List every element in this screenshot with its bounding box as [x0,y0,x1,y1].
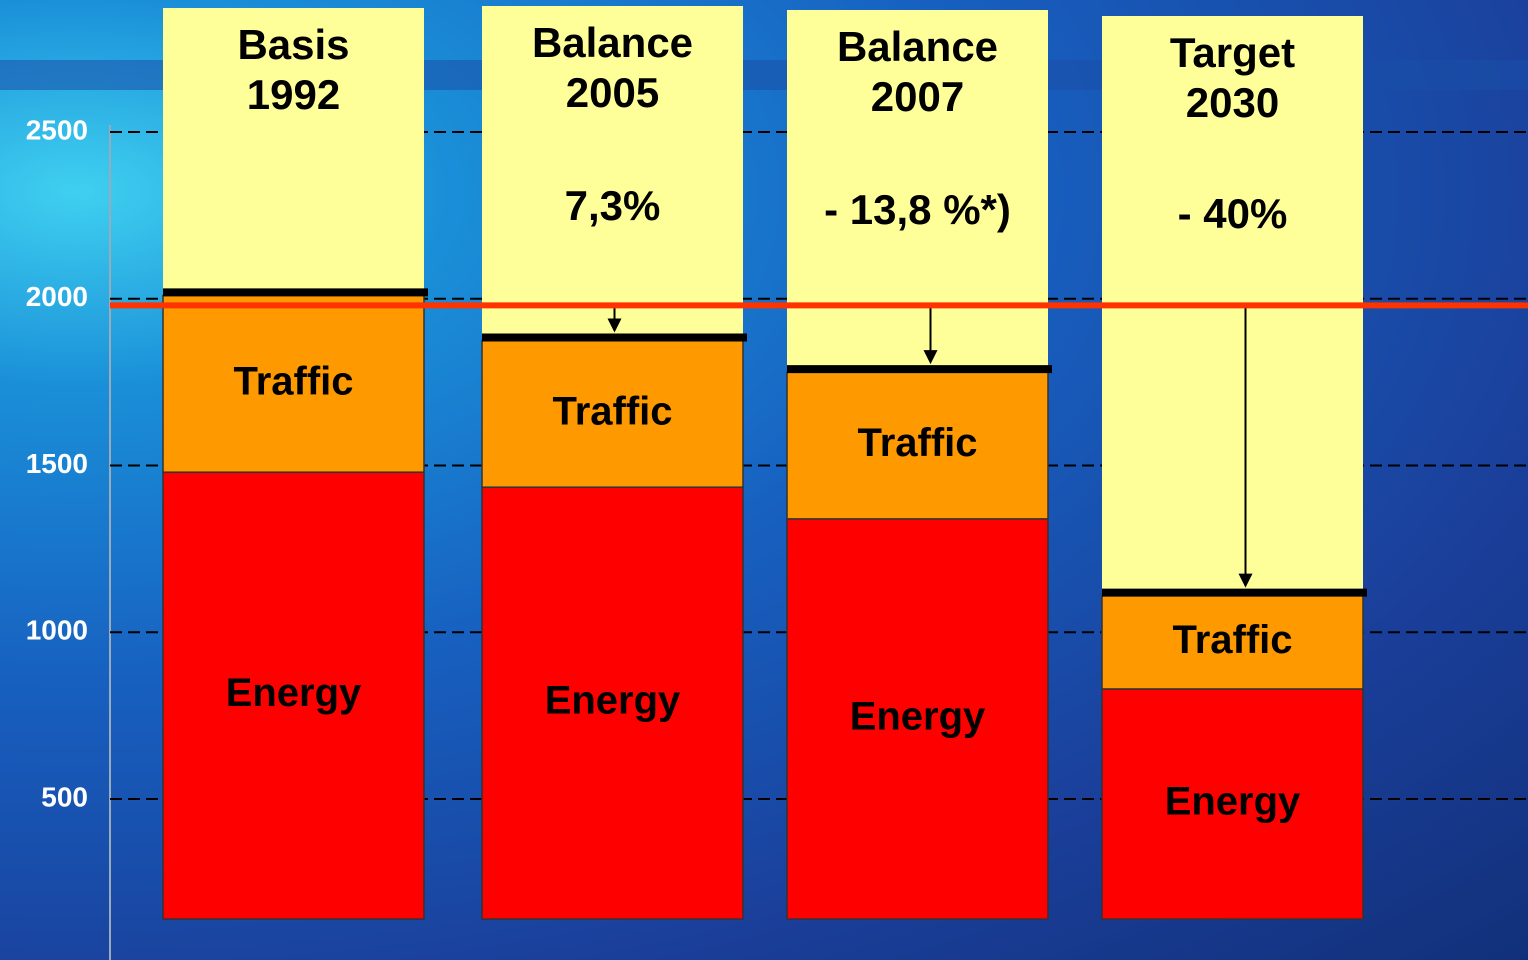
bar-segment [162,471,425,920]
segment-label: Traffic [1172,618,1292,662]
arrow-head [923,350,938,365]
change-label: - 13,8 %*) [824,186,1011,233]
bar-segment [786,518,1049,920]
change-label: - 40% [1177,190,1288,237]
y-tick-label: 500 [41,781,88,812]
segment-label: Energy [545,679,681,723]
bar-segment [481,339,744,488]
y-tick-label: 2000 [26,281,88,312]
category-label: Basis 1992 [237,21,350,118]
bar-segment [481,486,744,920]
arrow-head [607,318,622,333]
segment-label: Traffic [233,359,353,403]
category-label: Balance 2007 [836,23,999,120]
bar-segment [1101,594,1364,690]
segment-label: Energy [226,671,362,715]
bar-segment [1101,688,1364,920]
change-label: 7,3% [564,182,661,229]
category-label: Balance 2005 [531,19,694,116]
bar-segment [162,294,425,473]
y-tick-label: 1000 [26,615,88,646]
y-tick-label: 1500 [26,448,88,479]
segment-label: Energy [850,695,986,739]
arrow-head [1238,573,1253,588]
segment-label: Traffic [857,421,977,465]
bar-segment [786,371,1049,520]
category-label: Target 2030 [1169,29,1296,126]
segment-label: Traffic [552,389,672,433]
y-tick-label: 2500 [26,114,88,145]
segment-label: Energy [1165,780,1301,824]
